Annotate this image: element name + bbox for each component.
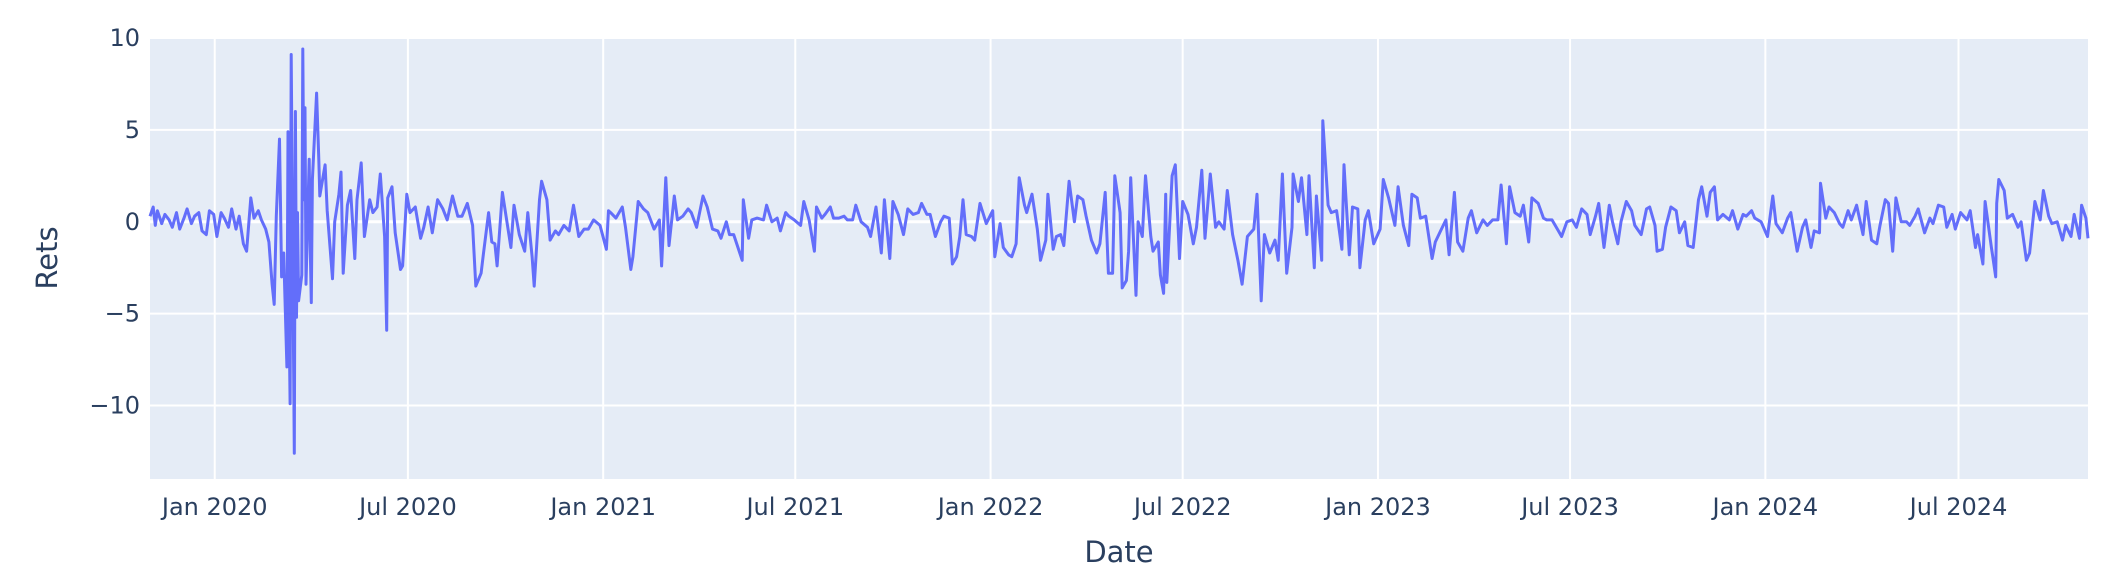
y-tick-label: −10 (89, 392, 140, 420)
x-tick-label: Jul 2024 (1908, 493, 2008, 521)
x-tick-label: Jul 2023 (1519, 493, 1619, 521)
x-tick-label: Jul 2022 (1132, 493, 1232, 521)
y-tick-label: −5 (105, 300, 140, 328)
y-tick-label: 5 (125, 116, 140, 144)
x-tick-label: Jan 2022 (936, 493, 1044, 521)
plot-background (150, 38, 2088, 479)
x-tick-label: Jan 2023 (1323, 493, 1431, 521)
x-tick-label: Jan 2021 (548, 493, 656, 521)
series-line-0 (148, 47, 2090, 455)
x-axis-title: Date (1084, 535, 1153, 569)
x-tick-label: Jul 2020 (357, 493, 457, 521)
x-axis-ticks: Jan 2020 Jul 2020 Jan 2021 Jul 2021 Jan 2022… (160, 493, 2007, 521)
y-axis-title: Rets (30, 226, 64, 289)
x-tick-label: Jul 2021 (744, 493, 844, 521)
x-tick-label: Jan 2020 (160, 493, 268, 521)
x-tick-label: Jan 2024 (1711, 493, 1819, 521)
y-tick-label: 10 (109, 24, 140, 52)
y-tick-label: 0 (125, 208, 140, 236)
y-axis-ticks: 10 5 0 −5 −10 (89, 24, 140, 420)
series-layer (148, 47, 2090, 455)
